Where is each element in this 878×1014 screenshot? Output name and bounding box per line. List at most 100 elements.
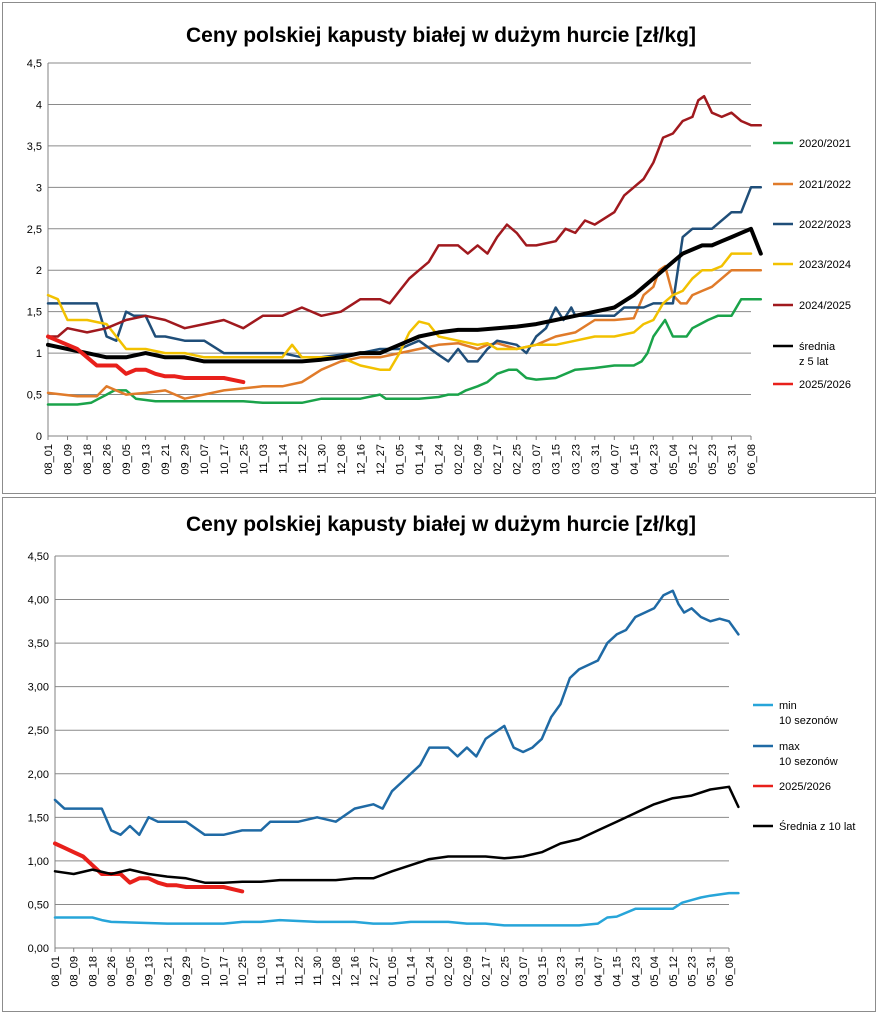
- series-line-5: [46, 226, 763, 364]
- legend-label: 2024/2025: [799, 300, 851, 312]
- x-tick-label: 03_31: [590, 444, 602, 475]
- y-tick-label: 2,00: [28, 769, 49, 781]
- x-tick-label: 04_23: [630, 956, 642, 987]
- x-tick-label: 05_04: [668, 444, 680, 475]
- x-tick-label: 04_15: [629, 444, 641, 475]
- legend-label: 10 sezonów: [779, 756, 838, 768]
- x-tick-label: 02_25: [512, 444, 524, 475]
- x-tick-label: 11_22: [297, 444, 309, 474]
- series-line-3: [53, 785, 740, 884]
- chart-top-svg: Ceny polskiej kapusty białej w dużym hur…: [27, 24, 851, 475]
- x-tick-label: 02_09: [462, 956, 474, 987]
- y-tick-label: 0,5: [27, 390, 42, 402]
- x-tick-label: 06_08: [724, 956, 736, 987]
- y-tick-label: 4,5: [27, 58, 42, 70]
- series-line-6: [46, 334, 246, 385]
- y-tick-label: 1,5: [27, 307, 42, 319]
- x-tick-label: 12_27: [375, 444, 387, 475]
- x-tick-label: 06_08: [746, 444, 758, 475]
- x-tick-label: 03_31: [574, 956, 586, 987]
- legend-label: 10 sezonów: [779, 715, 838, 727]
- x-tick-label: 08_18: [82, 444, 94, 475]
- x-tick-label: 09_29: [181, 956, 193, 987]
- x-tick-label: 09_05: [125, 956, 137, 987]
- legend-label: 2025/2026: [779, 781, 831, 793]
- chart-panel-bottom: Ceny polskiej kapusty białej w dużym hur…: [2, 497, 876, 1012]
- legend-label: 2021/2022: [799, 179, 851, 191]
- x-tick-label: 08_26: [106, 956, 118, 987]
- y-tick-label: 0,50: [28, 899, 49, 911]
- x-tick-label: 10_25: [237, 956, 249, 987]
- x-tick-label: 08_18: [87, 956, 99, 987]
- x-tick-label: 08_01: [50, 956, 62, 987]
- x-tick-label: 03_07: [518, 956, 530, 987]
- y-tick-label: 4: [36, 99, 42, 111]
- x-tick-label: 12_08: [336, 444, 348, 475]
- x-tick-label: 03_15: [537, 956, 549, 987]
- x-tick-label: 01_05: [387, 956, 399, 987]
- x-tick-label: 05_31: [726, 444, 738, 475]
- x-tick-label: 08_09: [63, 444, 75, 475]
- x-tick-label: 10_07: [199, 444, 211, 475]
- chart-bottom-svg: Ceny polskiej kapusty białej w dużym hur…: [28, 513, 856, 987]
- x-tick-label: 02_17: [492, 444, 504, 475]
- legend-label: 2025/2026: [799, 379, 851, 391]
- legend-label: max: [779, 741, 800, 753]
- x-tick-label: 03_23: [570, 444, 582, 475]
- x-tick-label: 08_09: [69, 956, 81, 987]
- x-tick-label: 05_04: [649, 956, 661, 987]
- legend-label: Średnia z 10 lat: [779, 820, 855, 833]
- legend-label: średnia: [799, 341, 836, 353]
- series-line-1: [46, 264, 763, 400]
- x-tick-label: 03_07: [531, 444, 543, 475]
- x-tick-label: 09_21: [162, 956, 174, 987]
- x-tick-label: 02_09: [473, 444, 485, 475]
- legend-label: 2020/2021: [799, 138, 851, 150]
- x-tick-label: 09_21: [160, 444, 172, 475]
- series-line-0: [53, 891, 740, 927]
- x-tick-label: 05_23: [687, 956, 699, 987]
- x-tick-label: 02_25: [499, 956, 511, 987]
- x-tick-label: 11_30: [312, 956, 324, 986]
- x-tick-label: 05_12: [668, 956, 680, 987]
- x-tick-label: 12_08: [331, 956, 343, 987]
- y-tick-label: 4,50: [28, 551, 49, 563]
- chart-panel-top: Ceny polskiej kapusty białej w dużym hur…: [2, 2, 876, 494]
- series-line-4: [46, 94, 763, 338]
- x-tick-label: 08_26: [102, 444, 114, 475]
- y-tick-label: 0: [36, 431, 42, 443]
- x-tick-label: 09_29: [180, 444, 192, 475]
- series-line-2: [53, 841, 245, 894]
- y-tick-label: 3,00: [28, 682, 49, 694]
- x-tick-label: 02_02: [443, 956, 455, 987]
- x-tick-label: 11_22: [293, 956, 305, 986]
- y-tick-label: 4,00: [28, 595, 49, 607]
- x-tick-label: 11_14: [275, 956, 287, 986]
- x-tick-label: 10_07: [200, 956, 212, 987]
- x-tick-label: 05_31: [705, 956, 717, 987]
- y-tick-label: 0,00: [28, 943, 49, 955]
- y-tick-label: 3,5: [27, 141, 42, 153]
- series-line-0: [46, 297, 763, 406]
- y-tick-label: 1,00: [28, 856, 49, 868]
- x-tick-label: 12_27: [368, 956, 380, 987]
- x-tick-label: 10_17: [219, 956, 231, 987]
- y-tick-label: 3: [36, 182, 42, 194]
- x-tick-label: 04_23: [648, 444, 660, 475]
- x-tick-label: 03_23: [556, 956, 568, 987]
- x-tick-label: 11_03: [258, 444, 270, 474]
- series-line-1: [53, 589, 740, 837]
- x-tick-label: 04_07: [609, 444, 621, 475]
- x-tick-label: 02_02: [453, 444, 465, 475]
- x-tick-label: 01_14: [414, 444, 426, 475]
- x-tick-label: 08_01: [43, 444, 55, 475]
- y-tick-label: 2,5: [27, 224, 42, 236]
- x-tick-label: 11_30: [316, 444, 328, 474]
- y-tick-label: 1: [36, 348, 42, 360]
- y-tick-label: 2: [36, 265, 42, 277]
- legend-label: min: [779, 700, 797, 712]
- x-tick-label: 01_14: [406, 956, 418, 987]
- legend-label: 2022/2023: [799, 219, 851, 231]
- x-tick-label: 04_07: [593, 956, 605, 987]
- legend-label: 2023/2024: [799, 259, 851, 271]
